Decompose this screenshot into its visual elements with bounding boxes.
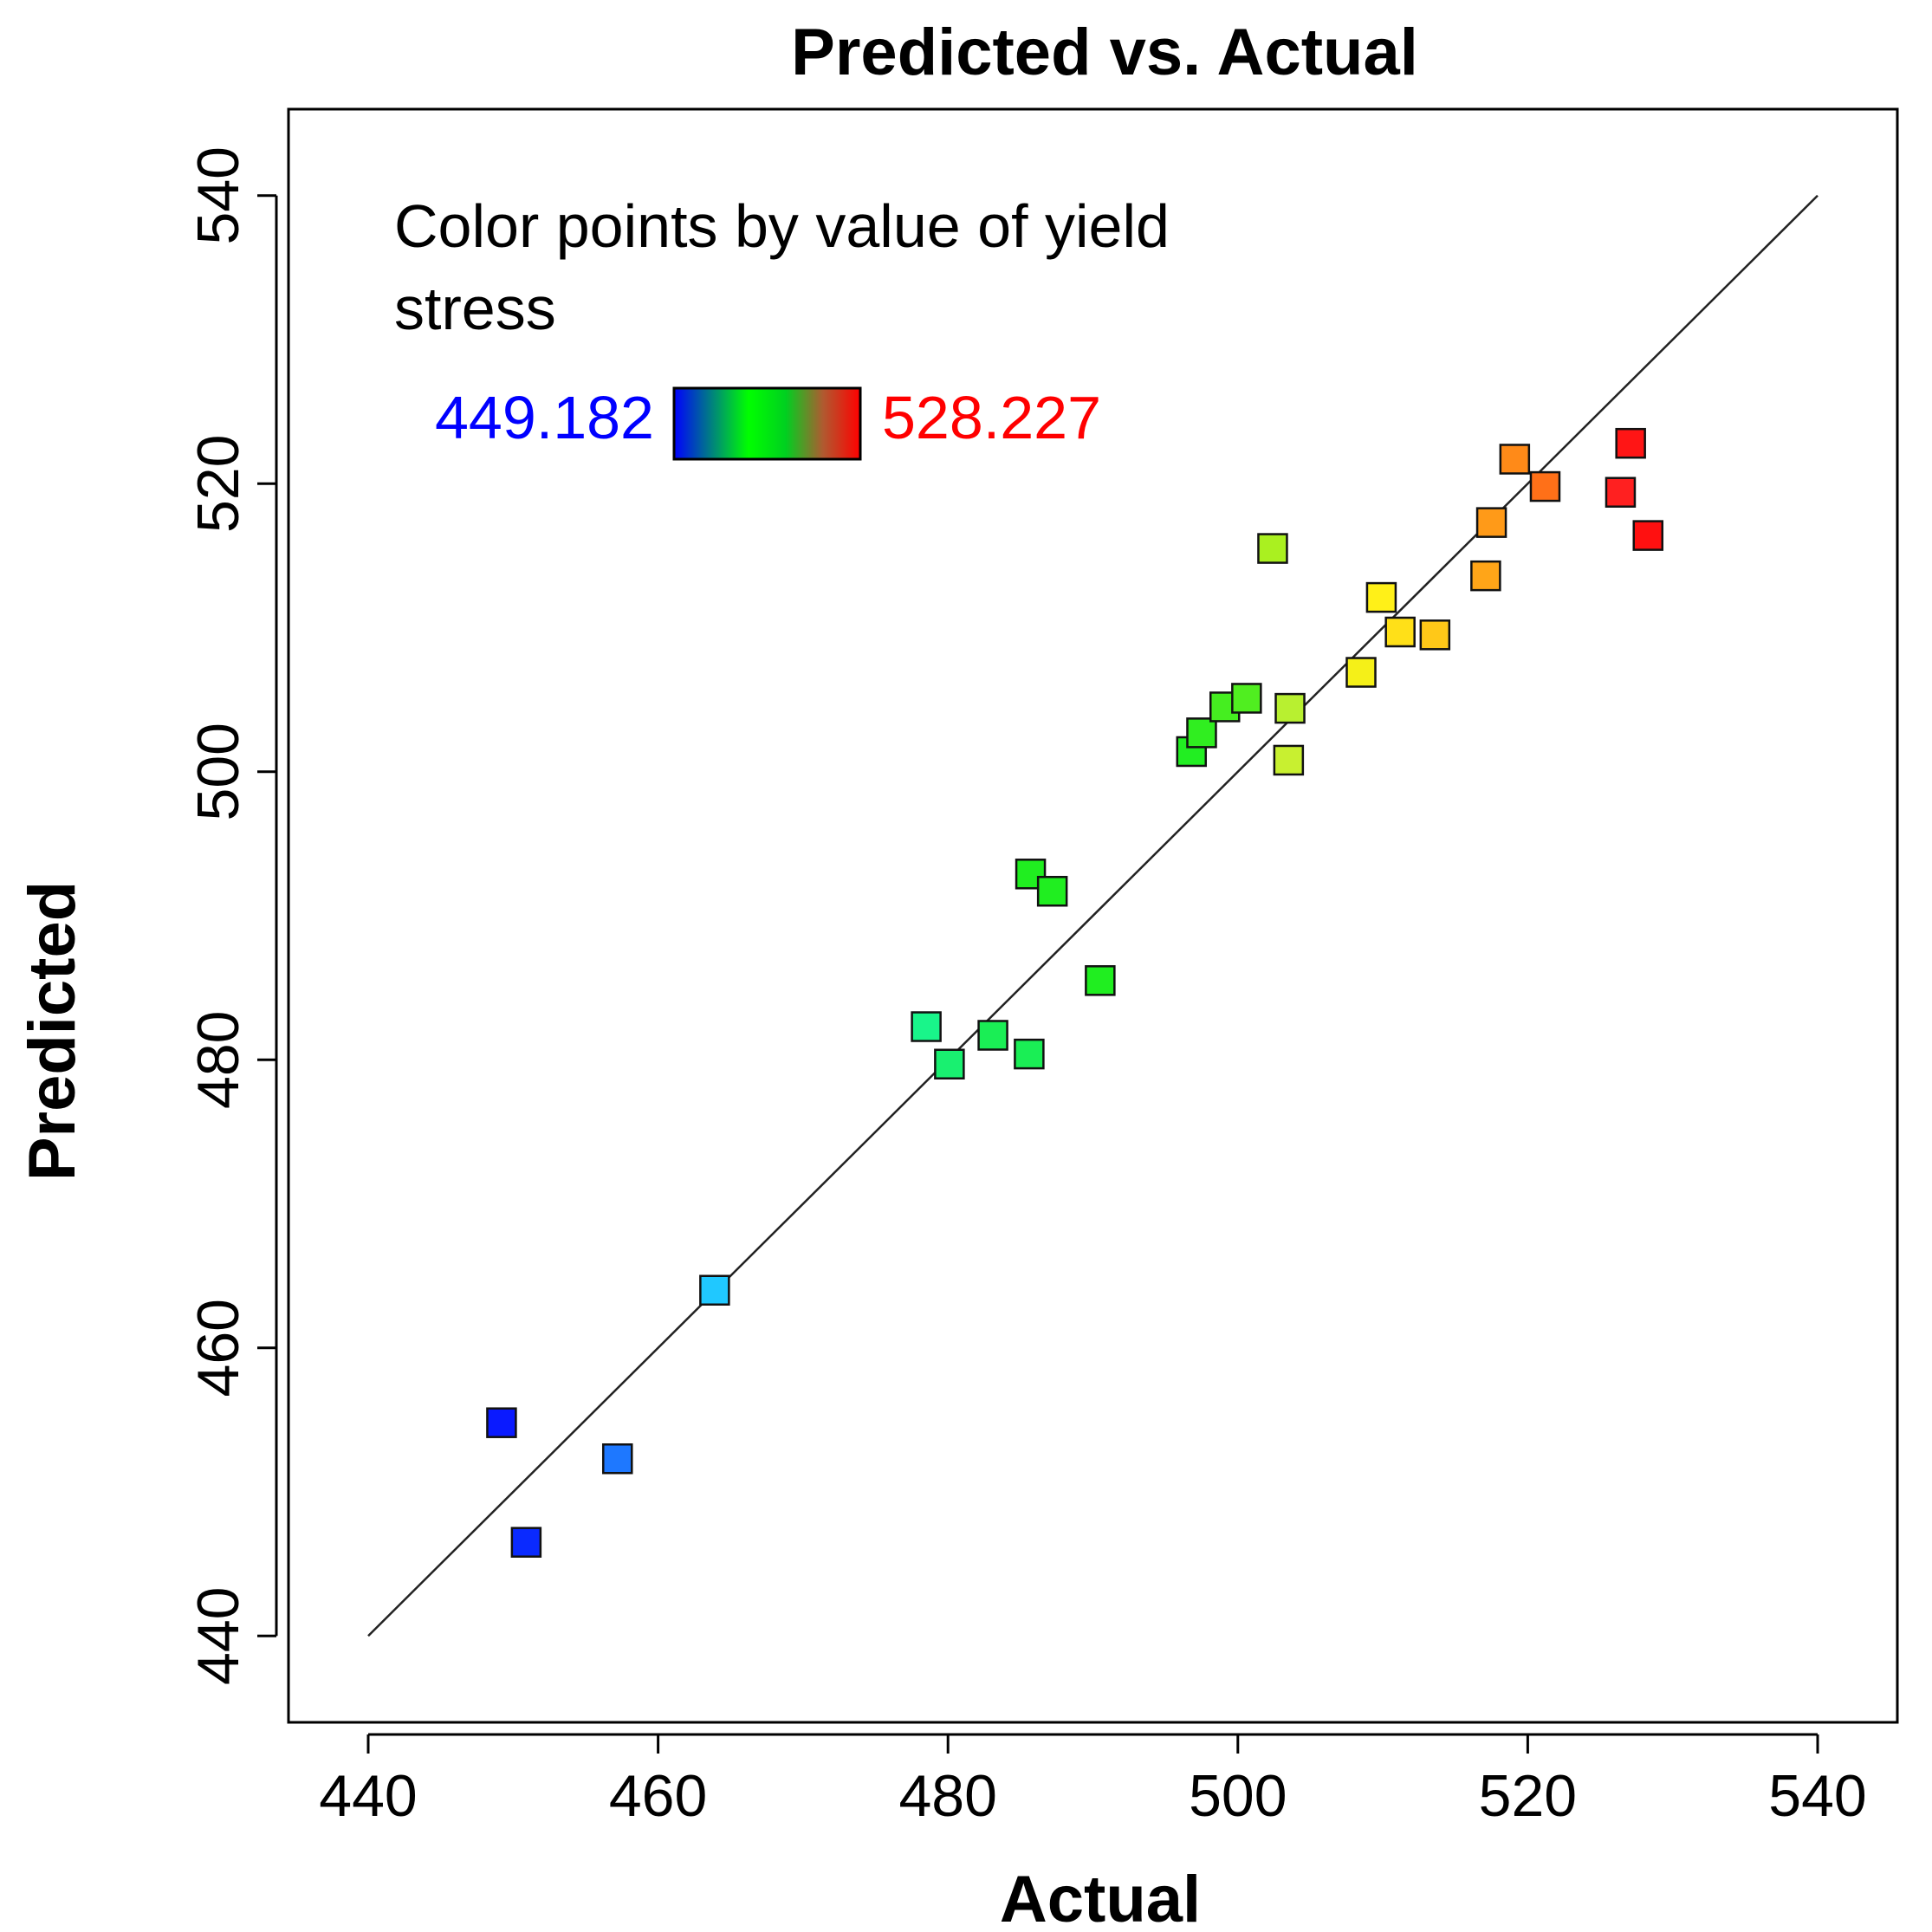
x-axis: 440 460 480 500 520 540 xyxy=(319,1733,1867,1829)
plot-area-frame xyxy=(287,107,1899,1724)
data-point xyxy=(1257,533,1288,564)
data-point xyxy=(1605,477,1637,508)
data-point xyxy=(1273,744,1305,776)
data-points xyxy=(486,427,1663,1558)
y-tick-label: 460 xyxy=(185,1299,251,1397)
data-point xyxy=(1014,1038,1045,1070)
data-point xyxy=(934,1048,965,1079)
legend-min-value: 449.182 xyxy=(435,384,654,451)
data-point xyxy=(1499,444,1531,475)
data-point xyxy=(1231,683,1262,714)
data-point xyxy=(1529,470,1561,502)
x-tick-label: 540 xyxy=(1768,1763,1866,1829)
color-legend: Color points by value of yield stress 44… xyxy=(394,192,1170,461)
y-tick-label: 520 xyxy=(185,435,251,533)
data-point xyxy=(602,1443,633,1475)
y-tick-label: 440 xyxy=(185,1587,251,1685)
y-tick-label: 540 xyxy=(185,146,251,244)
x-tick-label: 520 xyxy=(1479,1763,1577,1829)
chart-title: Predicted vs. Actual xyxy=(791,16,1418,89)
x-axis-label: Actual xyxy=(1000,1863,1201,1932)
data-point xyxy=(699,1274,730,1306)
x-tick-label: 460 xyxy=(609,1763,707,1829)
data-point xyxy=(1274,692,1306,724)
data-point xyxy=(1345,657,1377,688)
data-point xyxy=(1365,581,1397,613)
data-point xyxy=(486,1407,517,1438)
x-tick-label: 500 xyxy=(1189,1763,1287,1829)
data-point xyxy=(1419,619,1451,651)
y-axis-label: Predicted xyxy=(16,881,89,1181)
data-point xyxy=(1036,875,1068,907)
y-tick-label: 480 xyxy=(185,1011,251,1109)
reference-line xyxy=(367,194,1819,1637)
data-point xyxy=(1615,427,1646,459)
x-tick-label: 480 xyxy=(898,1763,996,1829)
data-point xyxy=(1632,520,1663,551)
legend-max-value: 528.227 xyxy=(882,384,1101,451)
legend-gradient-bar xyxy=(672,386,862,461)
legend-title-line1: Color points by value of yield xyxy=(394,192,1170,260)
legend-title-line2: stress xyxy=(394,275,556,342)
data-point xyxy=(1085,965,1116,996)
data-point xyxy=(1186,717,1217,749)
data-point xyxy=(911,1011,942,1042)
x-tick-label: 440 xyxy=(319,1763,417,1829)
y-tick-label: 500 xyxy=(185,723,251,820)
data-point xyxy=(977,1020,1008,1051)
data-point xyxy=(1475,507,1507,538)
data-point xyxy=(1015,859,1047,890)
data-point xyxy=(1470,560,1501,592)
data-point xyxy=(1384,616,1416,648)
y-axis: 440 460 480 500 520 540 xyxy=(185,146,278,1685)
data-point xyxy=(510,1527,542,1558)
